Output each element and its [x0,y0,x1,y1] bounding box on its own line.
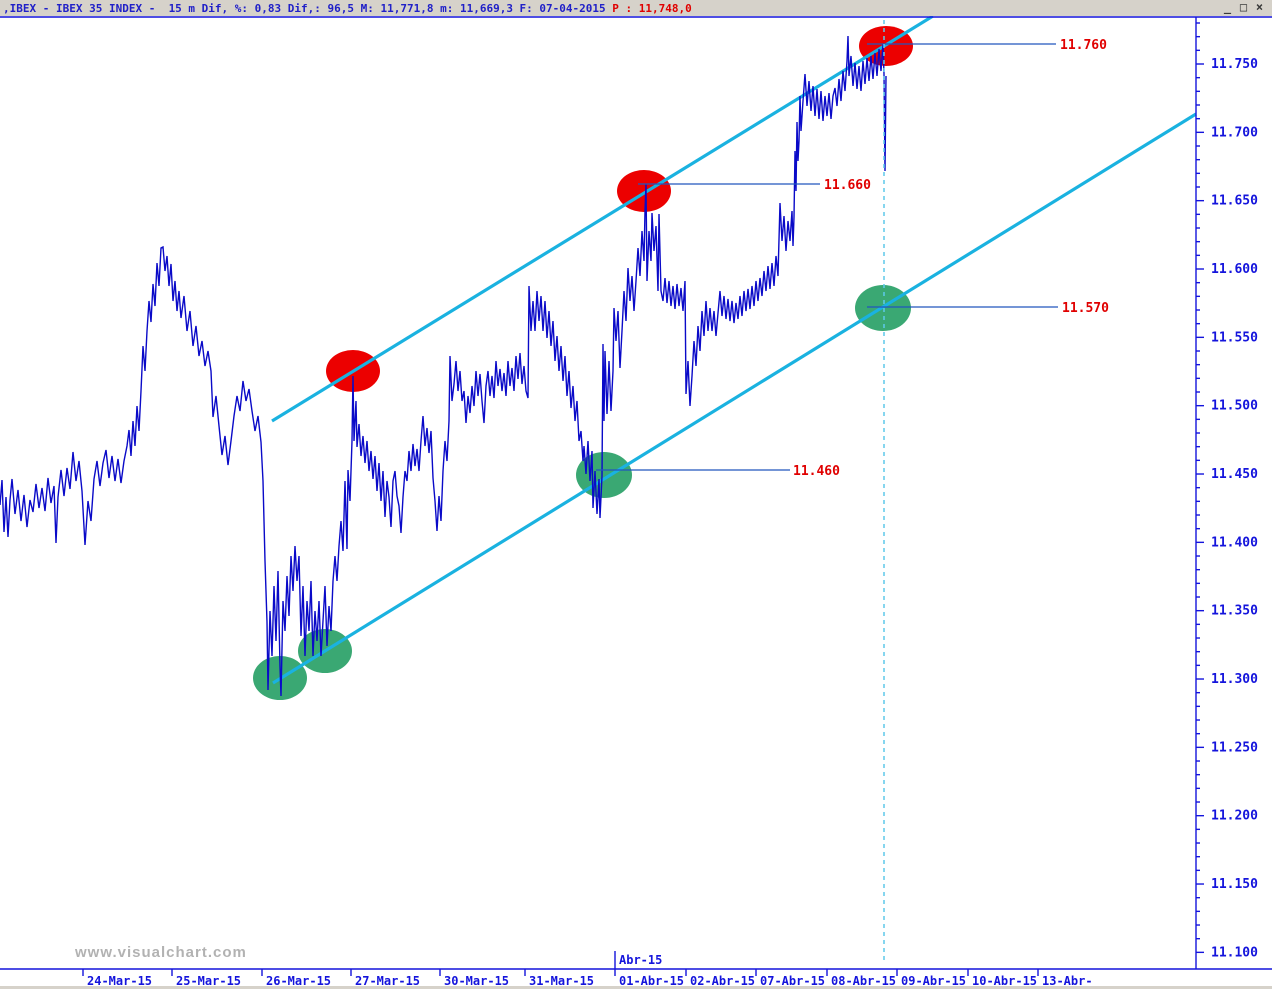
level-label-11.660: 11.660 [824,178,871,193]
price-axis-label: 11.150 [1211,877,1258,892]
date-axis-label: 13-Abr- [1042,974,1093,988]
window-title: ,IBEX - IBEX 35 INDEX - 15 m Dif, %: 0,8… [0,1,692,16]
price-axis-label: 11.750 [1211,57,1258,72]
date-axis-label: 09-Abr-15 [901,974,966,988]
channel-line-lower[interactable] [272,112,1197,685]
price-axis-label: 11.650 [1211,194,1258,209]
title-last-price: P : 11,748,0 [612,1,692,15]
price-axis-label: 11.350 [1211,604,1258,619]
price-axis-label: 11.450 [1211,467,1258,482]
maximize-button[interactable]: □ [1239,0,1248,14]
window-bottom-edge [0,986,1272,989]
month-label: Abr-15 [619,953,662,967]
price-axis-label: 11.250 [1211,740,1258,755]
date-axis-label: 30-Mar-15 [444,974,509,988]
date-axis-label: 07-Abr-15 [760,974,825,988]
price-axis-label: 11.300 [1211,672,1258,687]
date-axis-label: 27-Mar-15 [355,974,420,988]
window-controls: _ □ × [1221,0,1272,15]
price-axis-label: 11.700 [1211,125,1258,140]
date-axis-label: 26-Mar-15 [266,974,331,988]
date-axis-label: 25-Mar-15 [176,974,241,988]
price-axis-label: 11.400 [1211,535,1258,550]
date-axis-label: 08-Abr-15 [831,974,896,988]
date-axis-label: 02-Abr-15 [690,974,755,988]
title-main: ,IBEX - IBEX 35 INDEX - 15 m Dif, %: 0,8… [3,1,613,15]
date-axis-label: 31-Mar-15 [529,974,594,988]
price-axis-label: 11.100 [1211,945,1258,960]
price-axis-label: 11.500 [1211,399,1258,414]
price-axis-label: 11.550 [1211,330,1258,345]
date-axis-label: 10-Abr-15 [972,974,1037,988]
price-axis-label: 11.600 [1211,262,1258,277]
level-label-11.460: 11.460 [793,464,840,479]
close-button[interactable]: × [1255,0,1264,14]
level-label-11.760: 11.760 [1060,38,1107,53]
level-label-11.570: 11.570 [1062,301,1109,316]
date-axis-label: 01-Abr-15 [619,974,684,988]
channel-line-upper[interactable] [271,14,934,423]
date-axis-label: 24-Mar-15 [87,974,152,988]
price-series [0,35,887,697]
minimize-button[interactable]: _ [1223,0,1232,14]
price-axis-label: 11.200 [1211,809,1258,824]
window-titlebar: ,IBEX - IBEX 35 INDEX - 15 m Dif, %: 0,8… [0,0,1272,16]
watermark: www.visualchart.com [74,944,247,961]
